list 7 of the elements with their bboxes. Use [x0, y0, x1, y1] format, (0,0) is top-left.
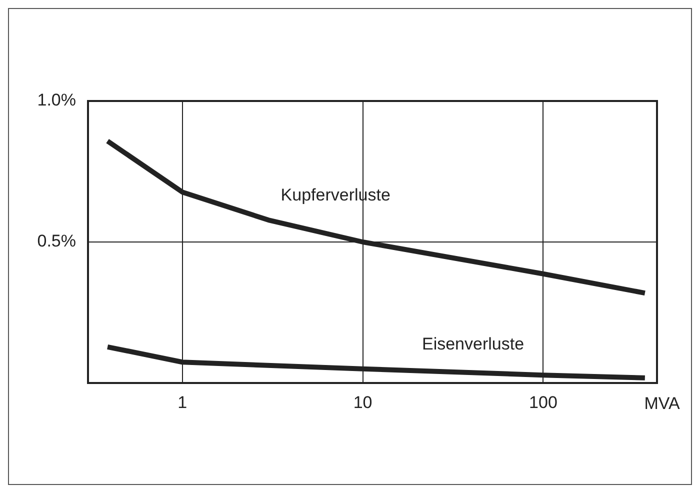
- x-tick-label: 10: [353, 392, 372, 412]
- x-axis-title: MVA: [644, 394, 680, 414]
- x-tick-label: 1: [178, 392, 188, 412]
- y-tick-label: 0.5%: [37, 232, 76, 251]
- y-tick-label: 1.0%: [37, 90, 76, 110]
- series-label: Eisenverluste: [422, 334, 524, 354]
- x-tick-label: 100: [529, 392, 558, 412]
